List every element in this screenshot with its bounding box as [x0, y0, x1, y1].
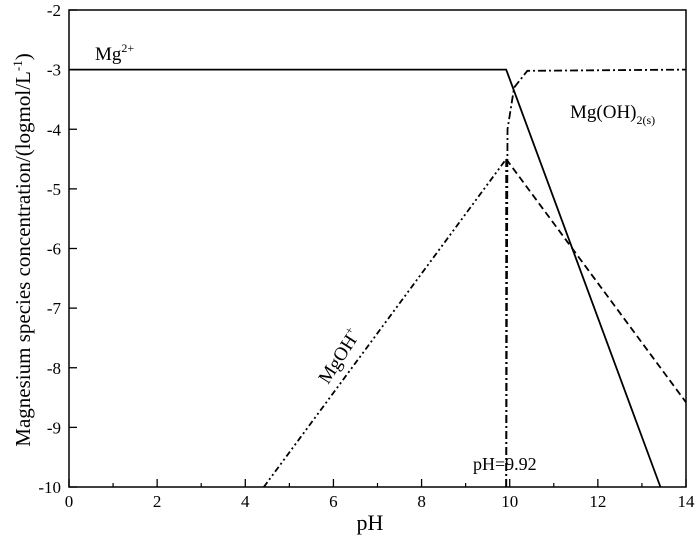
- x-tick-label: 12: [589, 492, 606, 511]
- series-line: [263, 158, 507, 488]
- annotation-sub: 2(s): [637, 113, 656, 127]
- annotation: pH=9.92: [473, 454, 537, 474]
- y-tick-label: -4: [47, 120, 62, 139]
- series-line: [69, 68, 662, 488]
- y-axis-label: Magnesium species concentration/(logmol/…: [10, 53, 35, 446]
- annotation: Mg2+: [95, 41, 134, 65]
- x-tick-label: 4: [241, 492, 250, 511]
- x-tick-label: 8: [417, 492, 426, 511]
- series-line: [505, 68, 687, 488]
- y-tick-label: -3: [47, 61, 61, 80]
- x-tick-label: 0: [65, 492, 74, 511]
- y-tick-label: -2: [47, 1, 61, 20]
- plot-frame: [68, 9, 687, 488]
- annotation: MgOH+: [312, 324, 365, 388]
- x-axis-label: pH: [357, 510, 384, 535]
- y-tick-label: -5: [47, 180, 61, 199]
- y-tick-label: -10: [38, 478, 61, 497]
- annotation-base: pH=9.92: [473, 454, 537, 474]
- y-label-base: Magnesium species concentration/(logmol/…: [11, 71, 35, 447]
- y-tick-label: -7: [47, 299, 62, 318]
- annotation: Mg(OH)2(s): [570, 102, 655, 127]
- annotation-base: Mg: [95, 44, 122, 65]
- annotation-sup: 2+: [121, 41, 134, 55]
- y-tick-label: -6: [47, 240, 61, 259]
- annotation-base: MgOH: [315, 331, 362, 388]
- y-tick-label: -8: [47, 359, 61, 378]
- y-label-sup: -1: [10, 60, 25, 71]
- y-tick-label: -9: [47, 418, 61, 437]
- x-tick-label: 2: [153, 492, 162, 511]
- annotation-base: Mg(OH): [570, 102, 637, 123]
- series-line: [505, 158, 687, 403]
- x-tick-label: 10: [501, 492, 518, 511]
- x-tick-label: 6: [329, 492, 338, 511]
- x-tick-label: 14: [678, 492, 696, 511]
- y-label-end: ): [11, 53, 35, 60]
